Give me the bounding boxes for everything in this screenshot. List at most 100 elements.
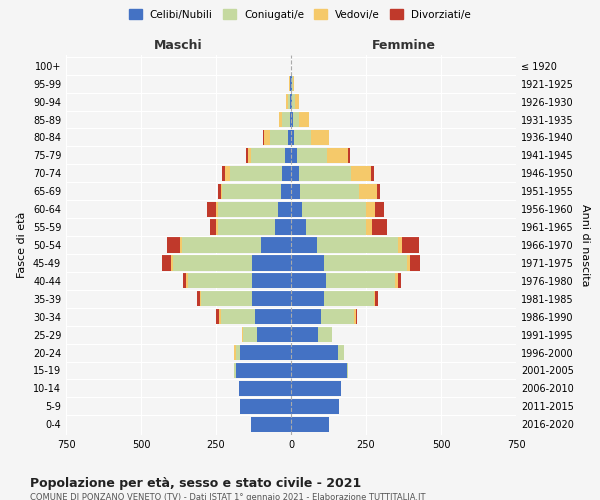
Bar <box>291 238 317 252</box>
Bar <box>294 130 311 145</box>
Bar <box>373 291 375 306</box>
Bar <box>229 166 282 181</box>
Bar <box>293 112 299 127</box>
Bar <box>297 148 327 163</box>
Bar <box>243 327 257 342</box>
Bar <box>162 256 171 270</box>
Bar <box>218 184 221 199</box>
Bar <box>248 148 251 163</box>
Bar <box>291 291 324 306</box>
Bar <box>291 398 339 414</box>
Bar <box>187 273 252 288</box>
Bar <box>241 327 243 342</box>
Bar <box>186 273 187 288</box>
Bar <box>225 166 229 181</box>
Bar <box>216 309 219 324</box>
Text: Maschi: Maschi <box>154 40 203 52</box>
Bar <box>173 256 252 270</box>
Bar <box>264 130 270 145</box>
Bar <box>221 184 222 199</box>
Bar <box>201 291 252 306</box>
Bar <box>281 184 291 199</box>
Bar <box>291 363 347 378</box>
Bar <box>299 112 309 127</box>
Bar <box>239 381 291 396</box>
Bar <box>290 112 291 127</box>
Bar <box>295 94 299 109</box>
Bar <box>235 363 291 378</box>
Bar <box>197 291 199 306</box>
Bar <box>300 184 359 199</box>
Bar <box>347 363 348 378</box>
Bar <box>292 76 293 92</box>
Bar <box>372 220 387 234</box>
Bar <box>366 202 375 217</box>
Bar <box>375 202 384 217</box>
Bar <box>219 309 221 324</box>
Bar <box>275 220 291 234</box>
Bar <box>207 202 216 217</box>
Bar <box>337 345 343 360</box>
Bar <box>409 256 420 270</box>
Bar <box>290 94 291 109</box>
Bar <box>291 381 341 396</box>
Bar <box>218 202 277 217</box>
Bar <box>234 345 235 360</box>
Bar <box>348 148 349 163</box>
Bar <box>402 238 419 252</box>
Bar <box>291 202 302 217</box>
Bar <box>234 363 235 378</box>
Bar <box>257 327 291 342</box>
Bar <box>377 184 380 199</box>
Bar <box>290 76 291 92</box>
Bar <box>255 309 291 324</box>
Bar <box>327 148 348 163</box>
Bar <box>291 76 292 92</box>
Bar <box>246 148 248 163</box>
Bar <box>291 130 294 145</box>
Bar <box>167 238 180 252</box>
Bar <box>291 166 299 181</box>
Bar <box>285 148 291 163</box>
Bar <box>240 345 291 360</box>
Bar <box>218 220 275 234</box>
Bar <box>321 309 354 324</box>
Bar <box>216 202 218 217</box>
Bar <box>292 94 295 109</box>
Bar <box>279 112 282 127</box>
Bar <box>289 76 290 92</box>
Bar <box>366 220 372 234</box>
Bar <box>311 130 329 145</box>
Bar <box>277 202 291 217</box>
Bar <box>398 238 402 252</box>
Bar <box>252 291 291 306</box>
Bar <box>180 238 182 252</box>
Text: COMUNE DI PONZANO VENETO (TV) - Dati ISTAT 1° gennaio 2021 - Elaborazione TUTTIT: COMUNE DI PONZANO VENETO (TV) - Dati IST… <box>30 492 425 500</box>
Bar <box>317 238 398 252</box>
Bar <box>282 166 291 181</box>
Bar <box>291 112 293 127</box>
Bar <box>199 291 201 306</box>
Bar <box>293 76 294 92</box>
Bar <box>222 166 225 181</box>
Bar <box>318 327 331 342</box>
Bar <box>252 273 291 288</box>
Bar <box>291 256 324 270</box>
Bar <box>359 184 377 199</box>
Bar <box>251 148 285 163</box>
Bar <box>324 291 373 306</box>
Bar <box>291 148 297 163</box>
Bar <box>261 238 291 252</box>
Bar <box>183 273 186 288</box>
Bar <box>171 256 173 270</box>
Y-axis label: Anni di nascita: Anni di nascita <box>580 204 590 286</box>
Y-axis label: Fasce di età: Fasce di età <box>17 212 27 278</box>
Bar <box>306 220 366 234</box>
Bar <box>182 238 261 252</box>
Bar <box>288 94 290 109</box>
Legend: Celibi/Nubili, Coniugati/e, Vedovi/e, Divorziati/e: Celibi/Nubili, Coniugati/e, Vedovi/e, Di… <box>125 5 475 24</box>
Bar <box>240 398 291 414</box>
Bar <box>371 166 373 181</box>
Text: Popolazione per età, sesso e stato civile - 2021: Popolazione per età, sesso e stato civil… <box>30 478 361 490</box>
Bar <box>263 130 264 145</box>
